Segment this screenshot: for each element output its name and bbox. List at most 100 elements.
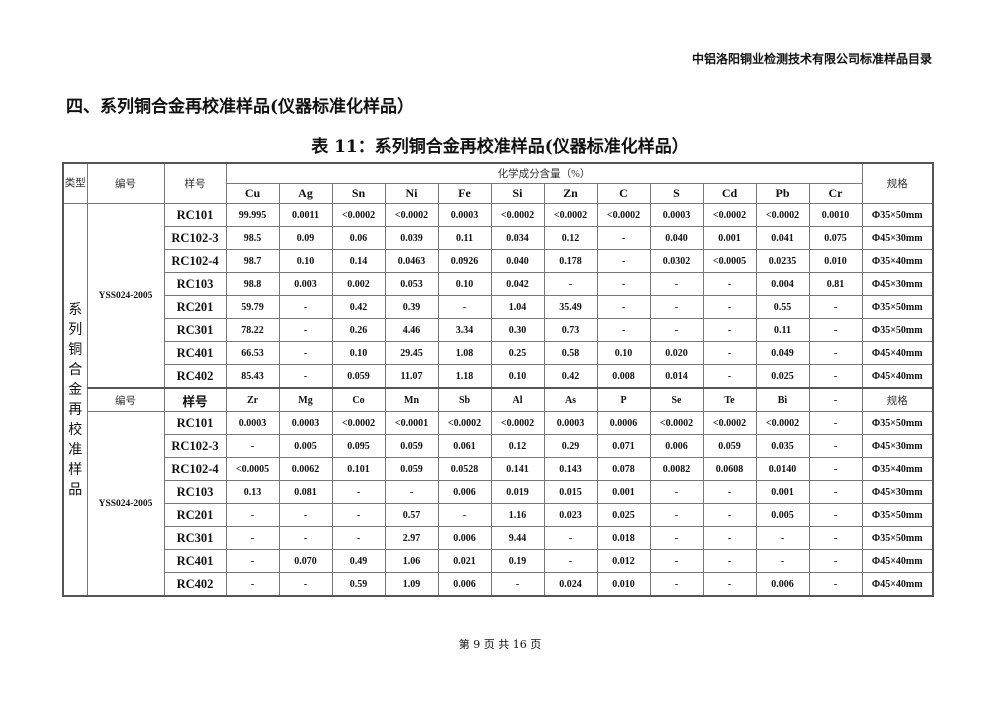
- value-cell: -: [808, 503, 863, 527]
- value-cell: 66.53: [225, 341, 280, 365]
- value-cell: -: [808, 480, 863, 504]
- value-cell: 0.0463: [384, 249, 439, 273]
- element-header: Pb: [755, 183, 810, 204]
- spec-cell: Φ45×40mm: [861, 572, 934, 597]
- value-cell: 0.0926: [437, 249, 492, 273]
- value-cell: 98.5: [225, 226, 280, 250]
- value-cell: <0.0002: [490, 203, 545, 227]
- value-cell: 0.141: [490, 457, 545, 481]
- value-cell: 1.06: [384, 549, 439, 573]
- value-cell: 0.001: [755, 480, 810, 504]
- value-cell: <0.0002: [702, 411, 757, 435]
- sample-header: 样号: [163, 162, 227, 204]
- value-cell: 0.002: [331, 272, 386, 296]
- sample-id: RC201: [163, 503, 227, 527]
- value-cell: 0.39: [384, 295, 439, 319]
- value-cell: 0.001: [702, 226, 757, 250]
- value-cell: 0.55: [755, 295, 810, 319]
- value-cell: 0.101: [331, 457, 386, 481]
- value-cell: 0.059: [384, 434, 439, 458]
- code-header-2: 编号: [86, 387, 165, 412]
- value-cell: 0.0062: [278, 457, 333, 481]
- table-row: RC201- - -0.57-1.16 0.023 0.025- -0.005- Φ35×5…: [63, 503, 934, 527]
- type-char: 合: [68, 361, 83, 378]
- value-cell: 0.053: [384, 272, 439, 296]
- spec-cell: Φ35×50mm: [861, 295, 934, 319]
- value-cell: 0.81: [808, 272, 863, 296]
- value-cell: -: [596, 295, 651, 319]
- value-cell: 9.44: [490, 526, 545, 550]
- value-cell: 0.10: [437, 272, 492, 296]
- value-cell: 98.7: [225, 249, 280, 273]
- value-cell: <0.0002: [384, 203, 439, 227]
- value-cell: -: [702, 526, 757, 550]
- value-cell: 0.09: [278, 226, 333, 250]
- table-row: RC103 0.13 0.081- -0.006 0.019 0.015 0.001- -0.…: [63, 480, 934, 504]
- sample-id: RC402: [163, 572, 227, 597]
- value-cell: -: [649, 526, 704, 550]
- value-cell: -: [808, 434, 863, 458]
- type-char: 校: [68, 421, 83, 438]
- value-cell: -: [278, 503, 333, 527]
- element-header: Si: [490, 183, 545, 204]
- sample-id: RC401: [163, 549, 227, 573]
- value-cell: 1.09: [384, 572, 439, 597]
- spec-cell: Φ35×50mm: [861, 526, 934, 550]
- value-cell: -: [331, 480, 386, 504]
- value-cell: -: [808, 295, 863, 319]
- value-cell: -: [225, 549, 280, 573]
- value-cell: -: [702, 572, 757, 597]
- value-cell: -: [225, 526, 280, 550]
- value-cell: 0.015: [543, 480, 598, 504]
- value-cell: -: [702, 341, 757, 365]
- spec-cell: Φ35×50mm: [861, 318, 934, 342]
- value-cell: 0.0528: [437, 457, 492, 481]
- value-cell: -: [596, 272, 651, 296]
- value-cell: 0.0003: [543, 411, 598, 435]
- value-cell: 0.143: [543, 457, 598, 481]
- value-cell: 0.006: [649, 434, 704, 458]
- sample-id: RC103: [163, 272, 227, 296]
- value-cell: 0.11: [437, 226, 492, 250]
- sample-id: RC102-3: [163, 434, 227, 458]
- element-header: C: [596, 183, 651, 204]
- value-cell: 2.97: [384, 526, 439, 550]
- value-cell: 0.0010: [808, 203, 863, 227]
- element-header: Sn: [331, 183, 386, 204]
- value-cell: 0.021: [437, 549, 492, 573]
- value-cell: 85.43: [225, 364, 280, 389]
- value-cell: 0.0003: [649, 203, 704, 227]
- value-cell: 0.040: [490, 249, 545, 273]
- spec-cell: Φ45×30mm: [861, 480, 934, 504]
- sample-id: RC103: [163, 480, 227, 504]
- value-cell: <0.0002: [596, 203, 651, 227]
- value-cell: 0.001: [596, 480, 651, 504]
- value-cell: 0.49: [331, 549, 386, 573]
- value-cell: -: [808, 549, 863, 573]
- spec-cell: Φ35×50mm: [861, 203, 934, 227]
- value-cell: -: [278, 572, 333, 597]
- value-cell: -: [702, 480, 757, 504]
- element-header: Te: [702, 387, 757, 412]
- value-cell: -: [755, 526, 810, 550]
- value-cell: -: [808, 411, 863, 435]
- sample-id: RC201: [163, 295, 227, 319]
- value-cell: 11.07: [384, 364, 439, 389]
- value-cell: 0.178: [543, 249, 598, 273]
- value-cell: <0.0002: [331, 203, 386, 227]
- standard-code: YSS024-2005: [86, 411, 165, 597]
- value-cell: -: [543, 526, 598, 550]
- element-header: Cr: [808, 183, 863, 204]
- table-row: RC201 59.79-0.42 0.39-1.04 35.49- - -0.55- Φ35…: [63, 295, 934, 319]
- spec-cell: Φ35×40mm: [861, 457, 934, 481]
- sample-id: RC102-4: [163, 249, 227, 273]
- value-cell: -: [808, 341, 863, 365]
- value-cell: -: [596, 318, 651, 342]
- value-cell: 0.071: [596, 434, 651, 458]
- value-cell: <0.0002: [755, 203, 810, 227]
- value-cell: 59.79: [225, 295, 280, 319]
- value-cell: 0.59: [331, 572, 386, 597]
- value-cell: -: [649, 572, 704, 597]
- value-cell: 0.10: [278, 249, 333, 273]
- value-cell: 0.006: [437, 480, 492, 504]
